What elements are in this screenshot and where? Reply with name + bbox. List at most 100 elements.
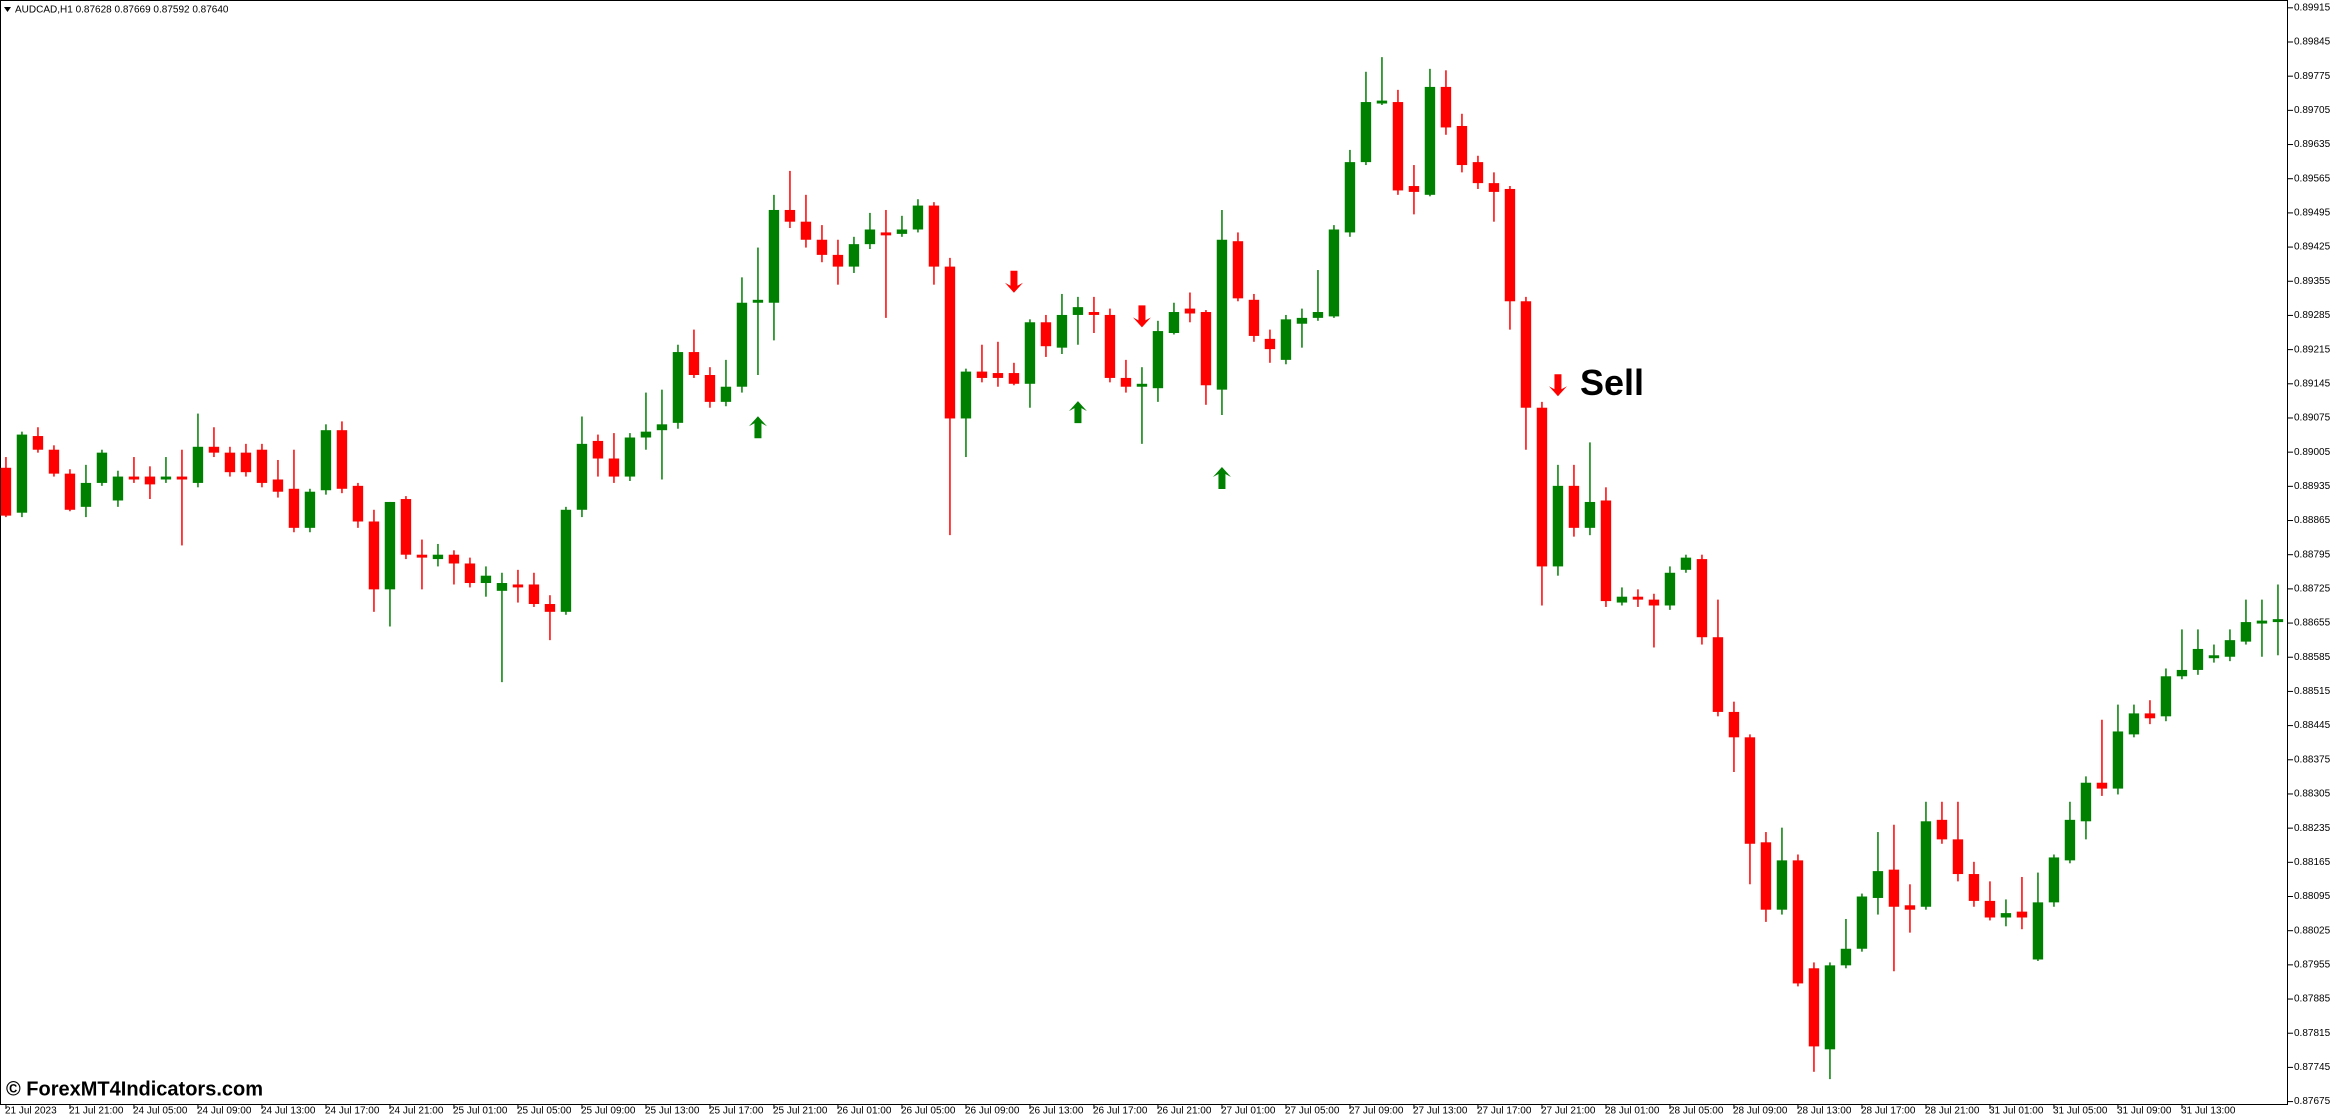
candle-body xyxy=(1840,948,1852,966)
candle-body xyxy=(640,431,652,438)
candle-body xyxy=(2160,676,2172,717)
x-tick-label: 25 Jul 05:00 xyxy=(517,1106,572,1116)
chart-title: AUDCAD,H1 0.87628 0.87669 0.87592 0.8764… xyxy=(15,5,229,16)
candle-body xyxy=(1712,637,1724,712)
candle-body xyxy=(384,501,396,590)
buy-arrow xyxy=(1068,401,1087,424)
candle-body xyxy=(1168,312,1180,334)
candle-body xyxy=(2224,640,2236,657)
y-tick-label: 0.87815 xyxy=(2294,1028,2331,1039)
candle-body xyxy=(672,352,684,423)
candle-body xyxy=(2064,819,2076,861)
y-tick-label: 0.88725 xyxy=(2294,584,2331,595)
candle-body xyxy=(2128,713,2140,735)
y-tick-label: 0.89425 xyxy=(2294,242,2331,253)
y-tick-label: 0.88935 xyxy=(2294,481,2331,492)
candle-body xyxy=(1568,485,1580,528)
y-tick-label: 0.89285 xyxy=(2294,310,2331,321)
y-tick-label: 0.89075 xyxy=(2294,413,2331,424)
candle-body xyxy=(1584,501,1596,528)
sell-arrow xyxy=(1004,270,1023,293)
candle-body xyxy=(368,521,380,590)
candle-body xyxy=(336,430,348,489)
candle-body xyxy=(784,209,796,222)
candle-body xyxy=(752,299,764,303)
candle-body xyxy=(2080,782,2092,822)
candle-body xyxy=(112,476,124,501)
y-tick-label: 0.88375 xyxy=(2294,754,2331,765)
candle-body xyxy=(1696,559,1708,638)
candle-body xyxy=(512,584,524,588)
candle-body xyxy=(304,491,316,528)
x-tick-label: 24 Jul 17:00 xyxy=(325,1106,380,1116)
candle-body xyxy=(2192,648,2204,670)
x-tick-label: 24 Jul 21:00 xyxy=(389,1106,444,1116)
y-tick-label: 0.89915 xyxy=(2294,2,2331,13)
candle-body xyxy=(1328,229,1340,317)
candle-body xyxy=(1056,314,1068,348)
y-tick-label: 0.88515 xyxy=(2294,686,2331,697)
candle-body xyxy=(1024,322,1036,384)
x-tick-label: 31 Jul 13:00 xyxy=(2181,1106,2236,1116)
x-tick-label: 28 Jul 13:00 xyxy=(1797,1106,1852,1116)
candle-body xyxy=(992,373,1004,378)
candle-body xyxy=(592,440,604,459)
candle-body xyxy=(176,476,188,480)
candle-body xyxy=(192,446,204,483)
candle-body xyxy=(896,229,908,234)
candle-body xyxy=(2000,913,2012,918)
candle-body xyxy=(1264,338,1276,350)
candle-body xyxy=(1456,125,1468,166)
x-tick-label: 24 Jul 09:00 xyxy=(197,1106,252,1116)
candle-body xyxy=(2208,655,2220,659)
candle-body xyxy=(1680,557,1692,570)
candle-body xyxy=(1072,307,1084,315)
candle-body xyxy=(160,476,172,480)
candle-body xyxy=(272,479,284,492)
candle-body xyxy=(1296,317,1308,324)
candle-body xyxy=(624,437,636,477)
candle-body xyxy=(0,467,12,516)
sell-arrow xyxy=(1548,374,1567,397)
y-tick-label: 0.88025 xyxy=(2294,925,2331,936)
y-tick-label: 0.89355 xyxy=(2294,276,2331,287)
y-tick-label: 0.89495 xyxy=(2294,208,2331,219)
x-tick-label: 25 Jul 09:00 xyxy=(581,1106,636,1116)
x-tick-label: 27 Jul 09:00 xyxy=(1349,1106,1404,1116)
candle-body xyxy=(1392,102,1404,191)
candle-body xyxy=(1808,968,1820,1047)
y-tick-label: 0.87885 xyxy=(2294,994,2331,1005)
x-tick-label: 28 Jul 01:00 xyxy=(1605,1106,1660,1116)
candle-body xyxy=(32,436,44,450)
candle-body xyxy=(736,302,748,387)
candle-body xyxy=(1248,299,1260,336)
y-tick-label: 0.88095 xyxy=(2294,891,2331,902)
sell-arrow xyxy=(1132,305,1151,328)
candle-body xyxy=(2176,669,2188,677)
candle-body xyxy=(2256,620,2268,624)
y-tick-label: 0.88795 xyxy=(2294,549,2331,560)
candle-body xyxy=(1648,599,1660,606)
x-tick-label: 28 Jul 17:00 xyxy=(1861,1106,1916,1116)
candle-body xyxy=(800,221,812,240)
candle-body xyxy=(256,449,268,483)
candle-body xyxy=(1312,312,1324,318)
candle-body xyxy=(832,254,844,267)
candle-body xyxy=(880,232,892,236)
candle-body xyxy=(2096,782,2108,789)
candle-body xyxy=(2112,731,2124,789)
candle-body xyxy=(1152,331,1164,389)
candle-body xyxy=(96,452,108,483)
x-tick-label: 26 Jul 01:00 xyxy=(837,1106,892,1116)
x-tick-label: 27 Jul 13:00 xyxy=(1413,1106,1468,1116)
candle-body xyxy=(1872,871,1884,898)
candle-body xyxy=(1424,86,1436,195)
candle-body xyxy=(1440,86,1452,128)
candle-body xyxy=(2240,622,2252,642)
plot-frame xyxy=(0,0,2288,1105)
candle-body xyxy=(208,446,220,453)
x-tick-label: 26 Jul 05:00 xyxy=(901,1106,956,1116)
x-tick-label: 25 Jul 21:00 xyxy=(773,1106,828,1116)
candle-body xyxy=(1408,186,1420,192)
candle-body xyxy=(1040,322,1052,347)
